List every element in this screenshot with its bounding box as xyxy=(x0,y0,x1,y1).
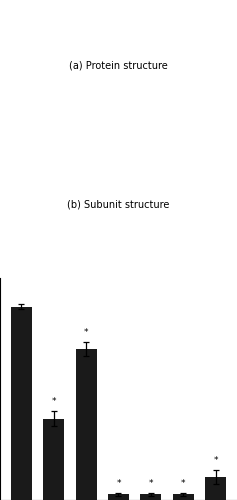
Text: (a) Protein structure: (a) Protein structure xyxy=(69,61,168,71)
Bar xyxy=(108,494,129,500)
Text: *: * xyxy=(149,479,153,488)
Bar xyxy=(173,494,194,500)
Text: (b) Subunit structure: (b) Subunit structure xyxy=(67,200,170,209)
Bar xyxy=(140,494,161,500)
Bar xyxy=(205,477,226,500)
Bar xyxy=(11,306,32,500)
Bar xyxy=(76,349,97,500)
Text: *: * xyxy=(214,456,218,465)
Text: *: * xyxy=(116,479,121,488)
Text: *: * xyxy=(51,397,56,406)
Text: *: * xyxy=(84,328,88,338)
Bar xyxy=(43,418,64,500)
Text: *: * xyxy=(181,479,186,488)
